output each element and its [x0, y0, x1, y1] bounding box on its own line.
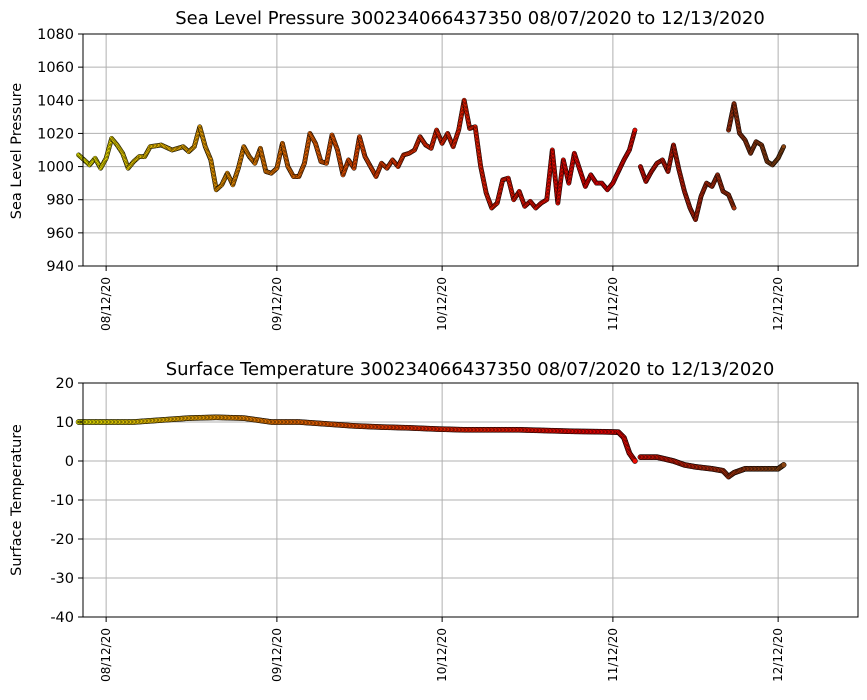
temperature-y-tick-label: 20 [56, 376, 74, 392]
pressure-y-tick-label: 980 [46, 193, 74, 209]
temperature-chart-title: Surface Temperature 300234066437350 08/0… [166, 359, 775, 380]
temperature-data-point [780, 462, 787, 468]
pressure-y-tick-label: 960 [46, 226, 74, 242]
temperature-chart: Surface Temperature 300234066437350 08/0… [9, 359, 859, 682]
pressure-chart-title: Sea Level Pressure 300234066437350 08/07… [175, 8, 765, 29]
temperature-y-tick-label: 0 [65, 454, 74, 470]
temperature-x-tick-label: 09/12/20 [270, 628, 284, 682]
temperature-x-tick-label: 12/12/20 [771, 628, 785, 682]
pressure-y-tick-label: 1080 [37, 27, 74, 43]
temperature-y-tick-label: -20 [50, 532, 74, 548]
pressure-x-tick-label: 11/12/20 [606, 277, 620, 331]
pressure-y-tick-label: 1000 [37, 160, 74, 176]
pressure-y-tick-label: 1040 [37, 93, 74, 109]
pressure-data-point [632, 127, 638, 133]
temperature-y-tick-label: -40 [50, 610, 74, 626]
pressure-x-tick-label: 09/12/20 [270, 277, 284, 331]
pressure-x-tick-label: 08/12/20 [99, 277, 113, 331]
temperature-data-point [632, 458, 638, 464]
pressure-chart: Sea Level Pressure 300234066437350 08/07… [9, 8, 859, 331]
pressure-data-point [731, 205, 737, 211]
temperature-y-axis-label: Surface Temperature [9, 424, 25, 576]
pressure-x-tick-label: 12/12/20 [771, 277, 785, 331]
pressure-plot-frame [82, 33, 859, 267]
temperature-x-tick-label: 08/12/20 [99, 628, 113, 682]
temperature-y-tick-label: -30 [50, 571, 74, 587]
pressure-x-tick-label: 10/12/20 [435, 277, 449, 331]
temperature-y-tick-label: 10 [56, 415, 74, 431]
pressure-y-tick-label: 940 [46, 259, 74, 275]
temperature-y-tick-label: -10 [50, 493, 74, 509]
pressure-y-tick-label: 1060 [37, 60, 74, 76]
pressure-y-tick-label: 1020 [37, 126, 74, 142]
pressure-data-point [781, 144, 787, 150]
pressure-y-axis-label: Sea Level Pressure [9, 83, 25, 219]
temperature-x-tick-label: 11/12/20 [606, 628, 620, 682]
temperature-x-tick-label: 10/12/20 [435, 628, 449, 682]
